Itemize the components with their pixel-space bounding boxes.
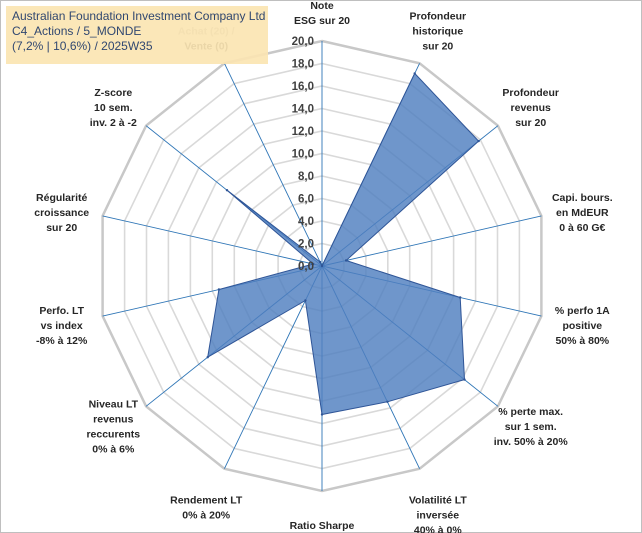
- tick-label: 20,0: [292, 36, 314, 48]
- axis-label: Perfo. LT: [39, 305, 84, 317]
- axis-label: Rendement LT: [170, 495, 243, 507]
- tick-label: 16,0: [292, 81, 314, 93]
- data-point: [304, 299, 307, 302]
- data-point: [217, 288, 221, 291]
- axis-label: croissance: [34, 207, 89, 219]
- axis-label: positive: [562, 320, 602, 332]
- axis-label: Profondeur: [410, 10, 467, 22]
- axis-label: en MdEUR: [556, 207, 609, 219]
- axis-label: ESG sur 20: [294, 15, 350, 27]
- axis-label: -8% à 12%: [36, 335, 88, 347]
- data-series-area: [207, 72, 480, 416]
- tick-label: 0,0: [298, 261, 314, 273]
- data-point: [312, 262, 315, 266]
- axis-label: Volatilité LT: [409, 495, 468, 507]
- data-point: [413, 72, 416, 75]
- axis-label: inversée: [416, 510, 459, 522]
- data-point: [386, 400, 389, 403]
- axis-label: reccurents: [86, 429, 140, 441]
- data-point: [320, 413, 324, 416]
- axis-label: 0 à 60 G€: [559, 222, 605, 234]
- axis-label: inv. 2 à -2: [90, 117, 137, 129]
- axis-label: Z-score: [94, 87, 132, 99]
- axis-label: inv. 50% à 20%: [494, 436, 569, 448]
- tick-label: 18,0: [292, 59, 314, 71]
- tick-label: 6,0: [298, 194, 314, 206]
- axis-label: 40% à 0%: [414, 525, 463, 533]
- fund-info-box: Australian Foundation Investment Company…: [6, 6, 268, 64]
- axis-label: 0% à 6%: [92, 444, 135, 456]
- axis-label: historique: [412, 25, 463, 37]
- axis-label: revenus: [511, 102, 551, 114]
- axis-spoke: [321, 215, 542, 267]
- fund-stats: (7,2% | 10,6%) / 2025W35: [12, 39, 153, 53]
- axis-label: Profondeur: [502, 87, 559, 99]
- axis-spoke: [223, 63, 323, 267]
- data-point: [318, 260, 322, 264]
- tick-label: 4,0: [298, 216, 314, 228]
- tick-label: 2,0: [298, 239, 314, 251]
- axis-label: Niveau LT: [89, 399, 139, 411]
- axis-label: Régularité: [36, 192, 88, 204]
- data-point: [225, 189, 229, 192]
- tick-label: 10,0: [292, 149, 314, 161]
- fund-name: Australian Foundation Investment Company…: [12, 9, 266, 23]
- axis-label: sur 20: [422, 40, 453, 52]
- axis-label: 0% à 20%: [182, 510, 231, 522]
- fund-category: C4_Actions / 5_MONDE: [12, 24, 142, 38]
- data-point: [459, 296, 462, 299]
- data-point: [320, 264, 324, 268]
- axis-spoke: [102, 215, 323, 267]
- axis-label: Capi. bours.: [552, 192, 613, 204]
- data-point: [344, 259, 348, 262]
- axis-label: sur 20: [46, 222, 77, 234]
- axis-label: sur 20: [515, 117, 546, 129]
- data-point: [463, 378, 466, 381]
- axis-label: % perte max.: [498, 406, 563, 418]
- tick-label: 14,0: [292, 104, 314, 116]
- tick-label: 12,0: [292, 126, 314, 138]
- data-point: [206, 356, 209, 359]
- data-point: [477, 139, 480, 143]
- axis-label: revenus: [93, 414, 133, 426]
- axis-label: vs index: [41, 320, 83, 332]
- axis-label: sur 1 sem.: [505, 421, 557, 433]
- axis-label: % perfo 1A: [555, 305, 610, 317]
- axis-label: 50% à 80%: [555, 335, 609, 347]
- axis-label: 10 sem.: [94, 102, 133, 114]
- axis-label: Note: [310, 0, 333, 12]
- tick-label: 8,0: [298, 171, 314, 183]
- axis-label: Ratio Sharpe: [290, 520, 355, 532]
